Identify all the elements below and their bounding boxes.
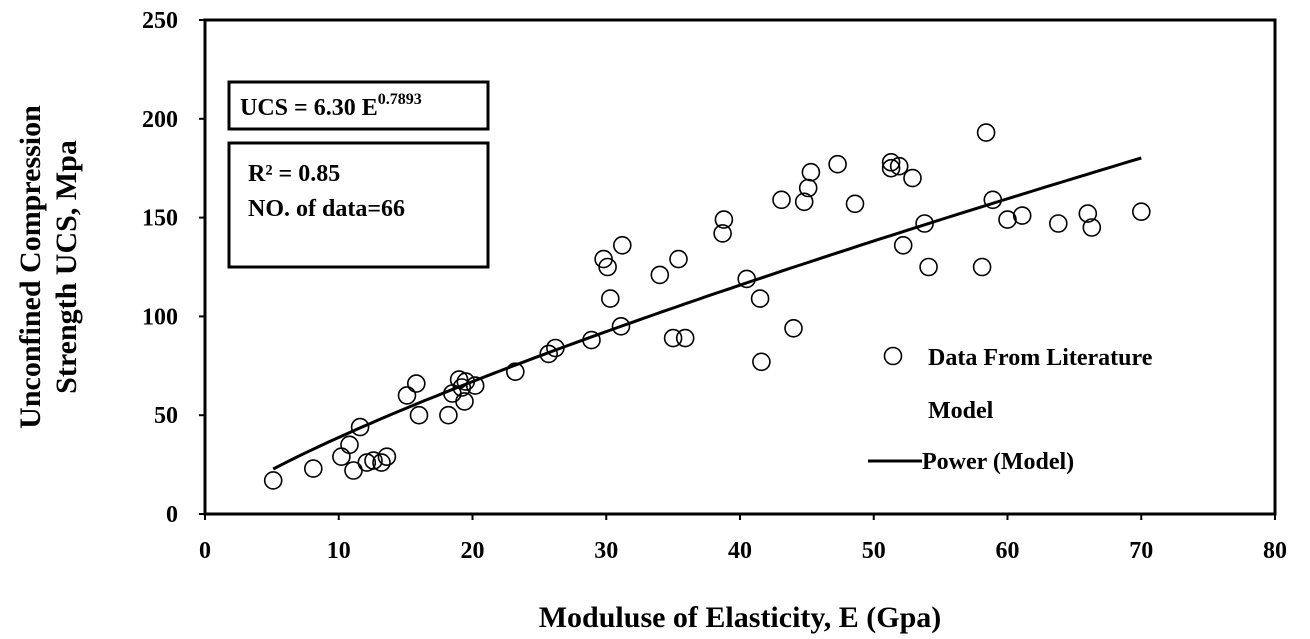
y-tick-label: 250	[142, 8, 178, 34]
x-tick-label: 70	[1129, 538, 1153, 564]
x-tick-label: 60	[996, 538, 1020, 564]
y-axis-title-line2: Strength UCS, Mpa	[50, 140, 83, 394]
y-axis-title-line1: Unconfined Compression	[14, 105, 47, 429]
x-tick-label: 30	[594, 538, 618, 564]
legend-label-fit: Power (Model)	[922, 449, 1074, 475]
x-tick-label: 80	[1263, 538, 1287, 564]
y-tick-label: 200	[142, 107, 178, 133]
y-axis-title: Unconfined Compression Strength UCS, Mpa	[14, 105, 83, 429]
data-count-text: NO. of data=66	[248, 196, 405, 222]
x-tick-label: 0	[199, 538, 211, 564]
y-tick-label: 0	[166, 502, 178, 528]
x-axis-title: Moduluse of Elasticity, E (Gpa)	[539, 601, 942, 634]
x-tick-label: 20	[461, 538, 485, 564]
legend-label-model: Model	[928, 398, 994, 424]
equation-exponent: 0.7893	[378, 91, 422, 108]
r-squared-text: R² = 0.85	[248, 161, 340, 187]
legend-label-data: Data From Literature	[928, 345, 1153, 371]
y-tick-label: 100	[142, 304, 178, 330]
y-tick-label: 150	[142, 206, 178, 232]
x-tick-label: 40	[728, 538, 752, 564]
x-tick-label: 10	[327, 538, 351, 564]
y-axis: 0 50 100 150 200 250	[142, 8, 205, 528]
x-axis: 0 10 20 30 40 50 60 70 80	[199, 514, 1287, 564]
y-tick-label: 50	[154, 403, 178, 429]
x-tick-label: 50	[862, 538, 886, 564]
